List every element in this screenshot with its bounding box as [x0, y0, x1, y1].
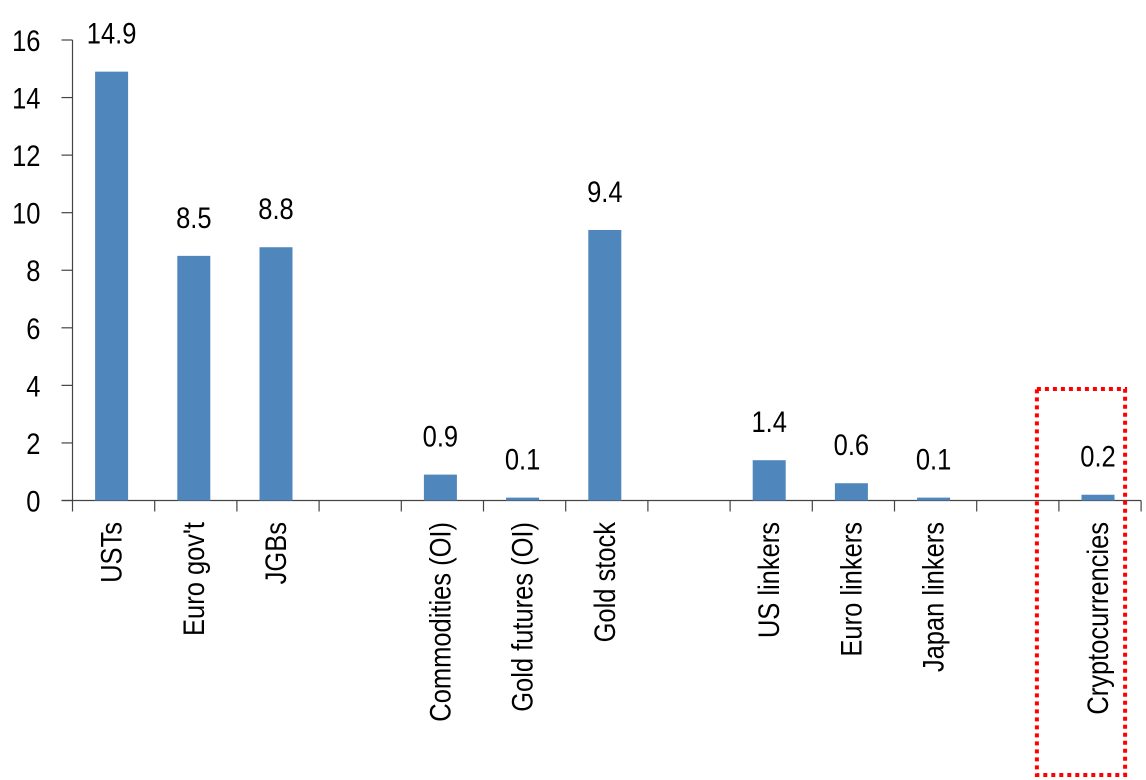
- y-tick-label: 2: [26, 427, 40, 460]
- x-tick-label: Euro linkers: [834, 522, 867, 657]
- highlight-box: [1034, 387, 1128, 777]
- data-label: 0.1: [505, 443, 540, 476]
- bar: [506, 497, 540, 501]
- data-labels: 14.9 8.5 8.8 0.9 0.1 9.4 1.4 0.6 0.1 0.2: [87, 17, 1116, 476]
- y-tick-label: 0: [26, 485, 40, 518]
- bar: [752, 460, 786, 501]
- x-tick-label: USTs: [95, 522, 128, 583]
- y-tick-label: 10: [12, 197, 40, 230]
- bars: [95, 71, 1115, 501]
- bar: [1081, 494, 1115, 501]
- x-tick-label: Gold futures (OI): [506, 522, 539, 712]
- x-tick-label: Euro gov't: [177, 522, 210, 636]
- y-tick-label: 6: [26, 312, 40, 345]
- x-tick-label: US linkers: [752, 522, 785, 638]
- data-label: 8.5: [176, 201, 211, 234]
- x-tick-label: Gold stock: [588, 522, 621, 642]
- data-label: 0.1: [916, 443, 951, 476]
- y-tick-label: 4: [26, 369, 40, 402]
- bar: [95, 71, 129, 501]
- x-tick-label: JGBs: [259, 522, 292, 584]
- x-tick-labels: USTs Euro gov't JGBs Commodities (OI) Gold f…: [95, 522, 1115, 722]
- bar: [259, 247, 293, 501]
- bar: [917, 497, 951, 501]
- highlight-box-rect: [1034, 387, 1128, 777]
- x-tick-label: Commodities (OI): [423, 522, 456, 722]
- y-axis: 0 2 4 6 8 10 12 14 16: [12, 24, 74, 518]
- y-tick-label: 14: [12, 82, 40, 115]
- x-tick-label: Japan linkers: [917, 522, 950, 672]
- x-axis: [61, 499, 1142, 512]
- data-label: 0.6: [834, 428, 869, 461]
- bar: [423, 474, 457, 501]
- bar: [177, 255, 211, 501]
- data-label: 14.9: [87, 17, 137, 50]
- bar: [834, 483, 868, 501]
- data-label: 9.4: [587, 175, 622, 208]
- x-tick-label: Cryptocurrencies: [1081, 522, 1114, 715]
- data-label: 1.4: [751, 405, 786, 438]
- y-tick-label: 12: [12, 139, 40, 172]
- data-label: 0.2: [1080, 440, 1115, 473]
- y-tick-label: 16: [12, 24, 40, 57]
- bar: [588, 229, 622, 501]
- y-tick-label: 8: [26, 254, 40, 287]
- data-label: 8.8: [258, 192, 293, 225]
- data-label: 0.9: [423, 420, 458, 453]
